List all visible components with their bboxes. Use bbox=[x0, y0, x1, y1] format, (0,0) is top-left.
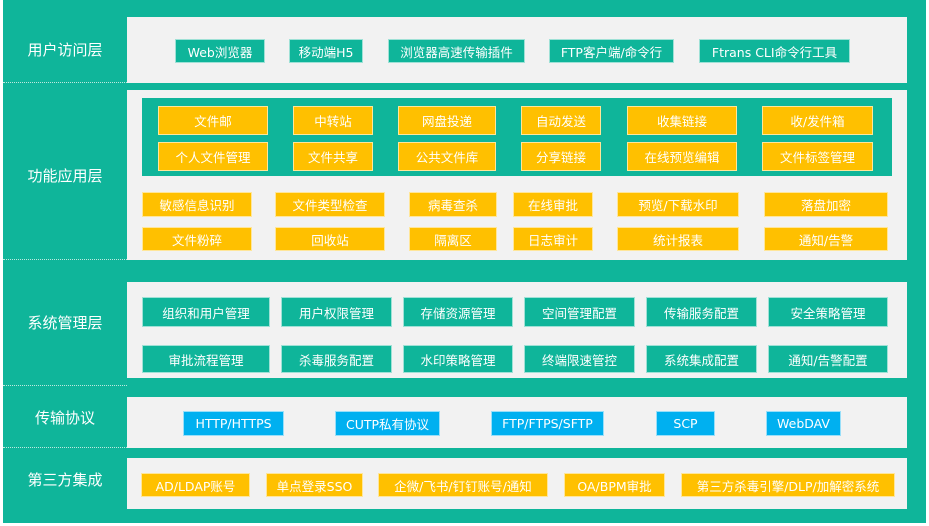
core-function-item: 自动发送 bbox=[521, 106, 601, 135]
system-item: 传输服务配置 bbox=[646, 297, 757, 327]
core-function-item: 文件标签管理 bbox=[762, 142, 873, 171]
user-access-item: 移动端H5 bbox=[289, 39, 363, 63]
layer-label-function: 功能应用层 bbox=[27, 166, 103, 185]
system-item: 安全策略管理 bbox=[768, 297, 888, 327]
third-party-item: AD/LDAP账号 bbox=[141, 473, 250, 497]
system-item: 水印策略管理 bbox=[403, 345, 513, 373]
system-item: 系统集成配置 bbox=[646, 345, 757, 373]
core-function-item: 收集链接 bbox=[627, 106, 737, 135]
divider bbox=[3, 259, 127, 260]
divider bbox=[3, 385, 127, 386]
architecture-diagram: 用户访问层 功能应用层 系统管理层 传输协议 第三方集成 bbox=[3, 0, 926, 523]
security-function-item: 通知/告警 bbox=[764, 227, 888, 251]
security-function-item: 敏感信息识别 bbox=[142, 192, 252, 217]
security-function-item: 在线审批 bbox=[513, 192, 593, 217]
core-function-item: 分享链接 bbox=[521, 142, 601, 171]
security-function-item: 隔离区 bbox=[409, 227, 497, 251]
core-function-item: 中转站 bbox=[293, 106, 373, 135]
security-function-item: 回收站 bbox=[275, 227, 385, 251]
security-function-item: 预览/下载水印 bbox=[617, 192, 739, 217]
protocol-item: CUTP私有协议 bbox=[335, 411, 440, 436]
system-item: 存储资源管理 bbox=[403, 297, 513, 327]
protocol-item: HTTP/HTTPS bbox=[183, 411, 284, 436]
system-item: 终端限速管控 bbox=[524, 345, 635, 373]
layer-label-protocol: 传输协议 bbox=[34, 408, 95, 427]
security-function-item: 日志审计 bbox=[513, 227, 593, 251]
security-function-item: 文件类型检查 bbox=[275, 192, 385, 217]
layer-label-third-party: 第三方集成 bbox=[27, 470, 103, 489]
protocol-item: SCP bbox=[656, 411, 715, 436]
system-item: 审批流程管理 bbox=[142, 345, 270, 373]
layer-label-system: 系统管理层 bbox=[27, 314, 103, 332]
protocol-item: WebDAV bbox=[766, 411, 841, 436]
system-item: 杀毒服务配置 bbox=[281, 345, 392, 373]
system-item: 组织和用户管理 bbox=[142, 297, 270, 327]
third-party-item: 企微/飞书/钉钉账号/通知 bbox=[378, 473, 548, 497]
core-function-item: 收/发件箱 bbox=[762, 106, 873, 135]
divider bbox=[3, 447, 127, 448]
core-function-item: 网盘投递 bbox=[398, 106, 496, 135]
security-function-item: 病毒查杀 bbox=[409, 192, 497, 217]
user-access-item: FTP客户端/命令行 bbox=[549, 39, 674, 63]
third-party-item: OA/BPM审批 bbox=[564, 473, 665, 497]
system-item: 空间管理配置 bbox=[524, 297, 635, 327]
core-function-item: 文件邮 bbox=[158, 106, 268, 135]
protocol-item: FTP/FTPS/SFTP bbox=[491, 411, 604, 436]
core-function-item: 在线预览编辑 bbox=[627, 142, 737, 171]
core-function-item: 个人文件管理 bbox=[158, 142, 268, 171]
core-function-item: 文件共享 bbox=[293, 142, 373, 171]
user-access-item: Web浏览器 bbox=[175, 39, 265, 63]
user-access-item: Ftrans CLI命令行工具 bbox=[699, 39, 850, 63]
third-party-item: 第三方杀毒引擎/DLP/加解密系统 bbox=[681, 473, 895, 497]
core-function-item: 公共文件库 bbox=[398, 142, 496, 171]
third-party-item: 单点登录SSO bbox=[266, 473, 363, 497]
security-function-item: 文件粉碎 bbox=[142, 227, 252, 251]
security-function-item: 落盘加密 bbox=[764, 192, 888, 217]
layer-label-user-access: 用户访问层 bbox=[27, 41, 103, 59]
system-item: 通知/告警配置 bbox=[768, 345, 888, 373]
divider bbox=[3, 82, 127, 83]
security-function-item: 统计报表 bbox=[617, 227, 739, 251]
user-access-item: 浏览器高速传输插件 bbox=[388, 39, 525, 63]
system-item: 用户权限管理 bbox=[281, 297, 392, 327]
